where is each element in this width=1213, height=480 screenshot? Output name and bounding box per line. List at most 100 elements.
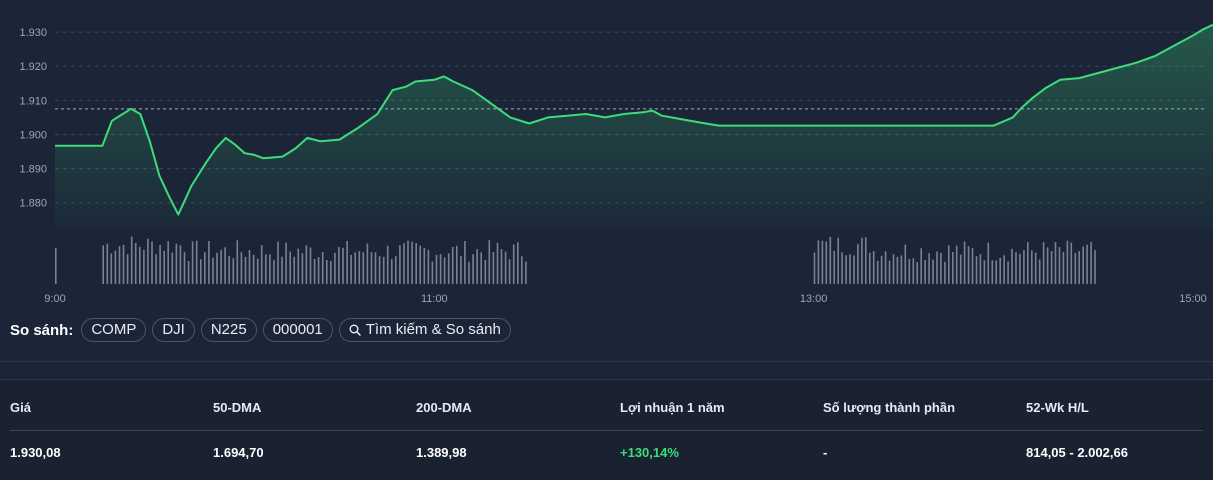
price-area bbox=[55, 25, 1213, 230]
stats-value-components: - bbox=[823, 445, 828, 460]
volume-bar bbox=[301, 253, 304, 284]
y-tick-label: 1.900 bbox=[19, 129, 47, 141]
volume-bar bbox=[492, 252, 495, 284]
volume-bar bbox=[1074, 252, 1077, 284]
volume-bar bbox=[419, 245, 421, 284]
volume-bar bbox=[845, 255, 847, 284]
volume-bar bbox=[200, 259, 202, 284]
stats-header-52wk: 52-Wk H/L bbox=[1026, 400, 1089, 415]
volume-bar bbox=[195, 240, 198, 284]
volume-bar bbox=[920, 248, 922, 284]
search-compare-label: Tìm kiếm & So sánh bbox=[365, 321, 501, 338]
volume-bar bbox=[435, 254, 438, 284]
volume-bar bbox=[1003, 255, 1005, 284]
volume-bar bbox=[191, 241, 194, 284]
volume-bar bbox=[139, 247, 141, 284]
volume-bar bbox=[813, 252, 816, 284]
volume-bar bbox=[963, 241, 966, 284]
stats-value-52wk: 814,05 - 2.002,66 bbox=[1026, 445, 1128, 460]
volume-bar bbox=[134, 243, 137, 284]
volume-bar bbox=[1058, 247, 1061, 284]
compare-chip-comp[interactable]: COMP bbox=[81, 318, 147, 342]
volume-bar bbox=[431, 261, 434, 284]
volume-bar bbox=[504, 251, 507, 284]
volume-bar bbox=[987, 242, 990, 284]
volume-bar bbox=[187, 260, 190, 284]
volume-bar bbox=[944, 261, 946, 284]
volume-bar bbox=[829, 236, 832, 284]
volume-bar bbox=[265, 254, 267, 284]
volume-bar bbox=[1038, 259, 1041, 284]
volume-bar bbox=[281, 256, 283, 284]
volume-bar bbox=[297, 248, 300, 284]
volume-bar bbox=[289, 251, 291, 284]
volume-bar bbox=[334, 252, 336, 284]
volume-bar bbox=[900, 255, 903, 284]
volume-bar bbox=[999, 257, 1001, 284]
volume-bar bbox=[967, 246, 970, 284]
volume-bar bbox=[175, 243, 178, 284]
volume-bar bbox=[1054, 242, 1057, 284]
volume-bar bbox=[821, 240, 824, 284]
volume-bar bbox=[508, 259, 511, 284]
volume-bar bbox=[1023, 250, 1025, 284]
volume-bar bbox=[277, 241, 279, 284]
compare-chip-dji[interactable]: DJI bbox=[152, 318, 195, 342]
volume-bar bbox=[55, 248, 57, 284]
price-chart[interactable]: 1.930 1.920 1.910 1.900 1.890 1.880 9:00 11:00 1… bbox=[0, 0, 1213, 310]
stats-value-1y-return: +130,14% bbox=[620, 445, 679, 460]
volume-bar bbox=[439, 254, 442, 284]
volume-bar bbox=[313, 259, 316, 284]
volume-bar bbox=[447, 253, 450, 284]
volume-bar bbox=[110, 253, 113, 284]
volume-bar bbox=[1082, 246, 1084, 284]
volume-bar bbox=[991, 260, 994, 284]
volume-bar bbox=[861, 237, 863, 284]
volume-bar bbox=[1090, 241, 1092, 284]
volume-bar bbox=[892, 254, 895, 284]
compare-chip-000001[interactable]: 000001 bbox=[262, 318, 333, 342]
volume-bar bbox=[1078, 251, 1080, 284]
volume-bar bbox=[236, 240, 239, 284]
volume-bar bbox=[106, 243, 109, 284]
volume-bar bbox=[285, 242, 287, 284]
compare-chip-n225[interactable]: N225 bbox=[200, 318, 257, 342]
volume-bar bbox=[480, 252, 482, 284]
volume-bar bbox=[220, 249, 222, 284]
volume-bar bbox=[240, 252, 243, 284]
volume-bar bbox=[208, 241, 210, 284]
volume-bar bbox=[525, 261, 527, 284]
volume-bar bbox=[1086, 244, 1088, 284]
volume-bar bbox=[358, 251, 361, 284]
volume-bar bbox=[1019, 253, 1021, 284]
volume-bar bbox=[1007, 261, 1009, 284]
volume-bar bbox=[305, 245, 308, 284]
volume-bar bbox=[888, 260, 891, 284]
volume-bar bbox=[403, 243, 405, 284]
volume-bar bbox=[971, 247, 974, 284]
volume-bar bbox=[350, 254, 352, 284]
volume-bar bbox=[979, 254, 982, 284]
volume-bar bbox=[1094, 250, 1096, 284]
y-tick-label: 1.910 bbox=[19, 95, 47, 107]
volume-bar bbox=[932, 259, 934, 284]
volume-bar bbox=[912, 258, 915, 284]
y-tick-label: 1.890 bbox=[19, 164, 47, 176]
volume-bar bbox=[126, 254, 129, 284]
volume-bar bbox=[309, 247, 312, 284]
volume-bar bbox=[118, 246, 121, 284]
section-divider bbox=[0, 361, 1213, 362]
volume-bar bbox=[386, 245, 389, 284]
volume-bar bbox=[338, 247, 340, 284]
volume-bar bbox=[872, 251, 875, 284]
search-compare-button[interactable]: Tìm kiếm & So sánh bbox=[338, 318, 511, 342]
y-tick-label: 1.920 bbox=[19, 61, 47, 73]
volume-bar bbox=[451, 246, 454, 284]
search-icon bbox=[349, 324, 361, 336]
volume-bar bbox=[1042, 242, 1045, 284]
volume-bar bbox=[904, 244, 907, 284]
volume-bar bbox=[1046, 247, 1049, 284]
volume-bar bbox=[362, 252, 365, 284]
volume-bar bbox=[869, 252, 871, 284]
volume-bar bbox=[512, 244, 515, 284]
